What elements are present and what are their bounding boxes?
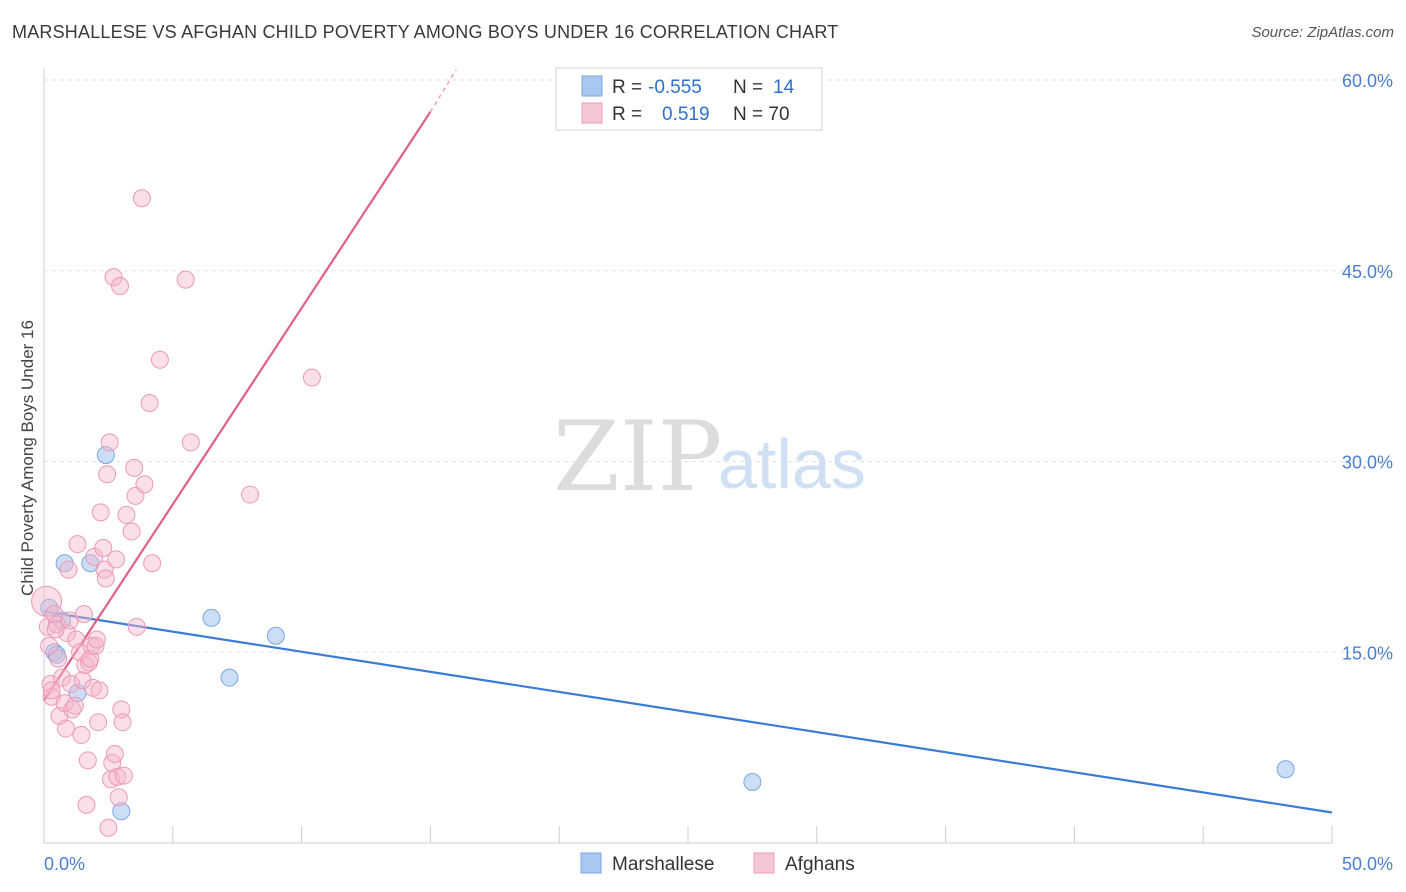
marshallese-point <box>1276 760 1295 779</box>
afghans-trend-extension <box>429 69 457 113</box>
x-tick-label-50: 50.0% <box>1342 854 1393 874</box>
legend-r-label-1: R = <box>612 77 642 98</box>
afghans-point <box>87 630 106 649</box>
legend-n-label-1: N = <box>733 77 763 98</box>
chart-title: MARSHALLESE VS AFGHAN CHILD POVERTY AMON… <box>12 22 839 42</box>
afghans-point <box>140 394 159 413</box>
afghans-point <box>108 767 127 786</box>
afghans-point <box>107 550 126 569</box>
afghans-point <box>127 617 146 636</box>
afghans-point <box>135 475 154 494</box>
afghans-point <box>72 725 91 744</box>
marshallese-point <box>220 668 239 687</box>
legend-swatch-afghans <box>581 102 603 124</box>
afghans-point <box>55 694 74 713</box>
bottom-legend-afghans: Afghans <box>785 854 855 875</box>
marshallese-point <box>266 626 285 645</box>
afghans-point <box>59 560 78 579</box>
legend-r-value-1: -0.555 <box>648 77 702 98</box>
afghans-point <box>181 433 200 452</box>
afghans-point <box>98 465 117 484</box>
afghans-point <box>90 681 109 700</box>
afghans-point <box>176 270 195 289</box>
y-tick-label-45: 45.0% <box>1342 262 1393 282</box>
y-tick-label-30: 30.0% <box>1342 453 1393 473</box>
legend-r-value-2: 0.519 <box>662 104 710 125</box>
afghans-trend-line <box>43 111 432 702</box>
afghans-point <box>74 605 93 624</box>
marshallese-trend-line <box>43 610 1333 814</box>
afghans-point <box>42 681 61 700</box>
gridlines <box>44 79 1392 653</box>
data-points <box>31 189 1295 837</box>
afghans-point <box>77 795 96 814</box>
afghans-point <box>122 522 141 541</box>
afghans-point <box>113 713 132 732</box>
afghans-point <box>78 751 97 770</box>
marshallese-point <box>743 772 762 791</box>
afghans-point <box>241 485 260 504</box>
afghans-point <box>96 569 115 588</box>
legend-n-label-2: N = 70 <box>733 104 790 125</box>
bottom-swatch-afghans <box>753 852 775 874</box>
afghans-point <box>99 818 118 837</box>
afghans-point <box>91 503 110 522</box>
afghans-point <box>105 744 124 763</box>
series-legend: Marshallese Afghans <box>580 852 855 875</box>
source-label: Source: ZipAtlas.com <box>1251 24 1394 41</box>
y-tick-label-60: 60.0% <box>1342 71 1393 91</box>
legend-r-label-2: R = <box>612 104 642 125</box>
afghans-point <box>110 277 129 296</box>
legend-swatch-marshallese <box>581 75 603 97</box>
afghans-point <box>89 713 108 732</box>
afghans-point <box>132 189 151 208</box>
afghans-point <box>86 636 105 655</box>
afghans-point <box>143 554 162 573</box>
afghans-point <box>46 620 65 639</box>
legend-n-value-1: 14 <box>773 77 795 98</box>
tick-labels: 15.0% 30.0% 45.0% 60.0% 0.0% 50.0% <box>44 71 1393 874</box>
afghans-point <box>56 719 75 738</box>
axes <box>43 68 1333 844</box>
marshallese-point <box>112 802 131 821</box>
afghans-point <box>62 675 81 694</box>
afghans-point <box>65 696 84 715</box>
bottom-legend-marshallese: Marshallese <box>612 854 714 875</box>
afghans-point <box>104 268 123 287</box>
afghans-point <box>109 788 128 807</box>
afghans-point <box>125 458 144 477</box>
watermark-zip: ZIP <box>553 401 722 513</box>
afghans-point <box>114 766 133 785</box>
afghans-point <box>150 350 169 369</box>
trend-lines <box>43 69 1333 814</box>
afghans-point <box>100 433 119 452</box>
afghans-point <box>45 605 64 624</box>
afghans-point <box>49 649 68 668</box>
afghans-point <box>302 368 321 387</box>
bottom-swatch-marshallese <box>580 852 602 874</box>
watermark-atlas: atlas <box>718 425 866 503</box>
y-tick-label-15: 15.0% <box>1342 643 1393 663</box>
marshallese-point <box>202 608 221 627</box>
y-axis-label: Child Poverty Among Boys Under 16 <box>18 320 37 596</box>
afghans-point <box>73 671 92 690</box>
afghans-point <box>68 535 87 554</box>
afghans-point <box>94 538 113 557</box>
series-afghans <box>31 189 321 837</box>
correlation-legend: R = -0.555 N = 14 R = 0.519 N = 70 <box>555 67 823 131</box>
afghans-point <box>53 668 72 687</box>
x-tick-label-0: 0.0% <box>44 854 85 874</box>
afghans-point <box>40 636 59 655</box>
afghans-point <box>117 505 136 524</box>
